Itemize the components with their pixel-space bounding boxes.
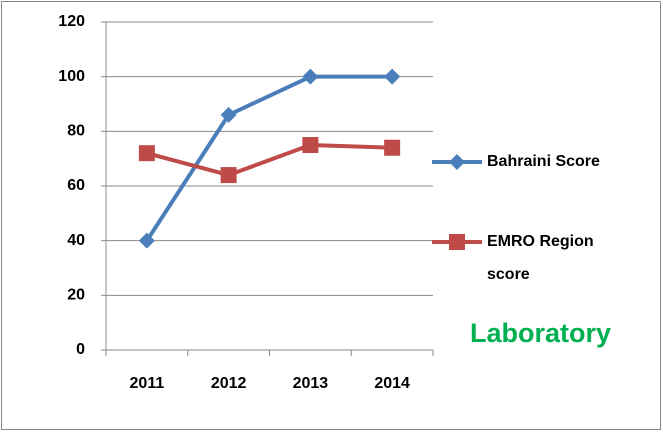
legend-label: Bahraini Score <box>487 153 600 170</box>
data-point <box>220 167 237 184</box>
y-tick-label: 60 <box>67 177 85 194</box>
data-point <box>220 106 237 123</box>
data-point <box>302 68 319 85</box>
y-tick-label: 80 <box>67 123 85 140</box>
legend-marker <box>449 154 465 170</box>
data-point <box>138 145 155 162</box>
y-tick-label: 120 <box>58 13 85 30</box>
series-line <box>146 143 393 178</box>
x-tick-label: 2013 <box>293 375 329 392</box>
data-point <box>138 232 155 249</box>
legend-marker <box>449 234 465 250</box>
annotation: Laboratory <box>470 318 612 348</box>
x-tick-label: 2014 <box>374 375 410 392</box>
legend-label: EMRO Region score <box>487 233 594 283</box>
y-tick-label: 100 <box>58 68 85 85</box>
data-point <box>384 68 401 85</box>
data-point <box>302 137 319 153</box>
y-tick-label: 40 <box>67 232 85 249</box>
data-point <box>384 139 401 156</box>
series-line <box>145 74 393 242</box>
x-tick-label: 2012 <box>211 375 247 392</box>
x-tick-label: 2011 <box>130 375 165 392</box>
y-tick-label: 20 <box>67 287 85 304</box>
y-tick-label: 0 <box>76 341 85 358</box>
